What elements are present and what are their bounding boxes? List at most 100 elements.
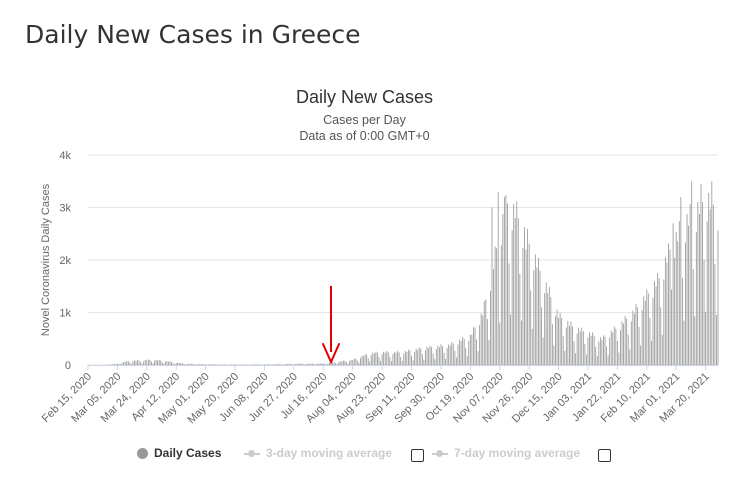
bar <box>691 181 693 365</box>
bar <box>308 363 310 365</box>
bar <box>372 352 374 365</box>
bar <box>610 330 612 365</box>
bar <box>407 349 409 365</box>
bar <box>657 272 659 365</box>
legend-7-day-average[interactable]: 7-day moving average <box>432 446 580 460</box>
bar <box>171 361 173 365</box>
bar <box>181 363 183 365</box>
bar <box>425 350 426 365</box>
bar <box>516 201 518 365</box>
bar <box>112 364 114 365</box>
bar <box>606 346 607 365</box>
bar <box>220 364 222 365</box>
checkbox-7-day-average[interactable] <box>598 449 611 462</box>
bar <box>143 360 145 365</box>
bar <box>483 300 485 365</box>
bar <box>677 241 679 365</box>
bar <box>274 364 276 365</box>
bar <box>635 304 637 365</box>
bar <box>576 333 578 365</box>
bar <box>607 355 609 365</box>
bar <box>666 262 668 365</box>
bar <box>692 268 694 365</box>
bar <box>321 363 323 365</box>
bar <box>398 352 400 365</box>
legend-dot-icon <box>137 447 148 459</box>
bar <box>534 254 536 365</box>
bar <box>514 218 516 365</box>
bar <box>641 310 643 365</box>
bar <box>567 320 569 365</box>
bar <box>268 364 270 365</box>
bar <box>363 356 364 365</box>
bar <box>375 351 377 365</box>
legend-label: 3-day moving average <box>266 446 393 460</box>
bar <box>497 191 499 365</box>
bar <box>536 267 538 365</box>
bar <box>432 353 434 365</box>
bar <box>663 279 665 365</box>
bar <box>126 361 128 365</box>
bar <box>360 358 361 365</box>
bar <box>378 357 380 365</box>
bar <box>180 362 182 365</box>
bar <box>640 345 642 365</box>
bar <box>192 363 194 365</box>
y-tick-label: 3k <box>59 203 71 215</box>
bar <box>199 364 200 365</box>
bar <box>256 364 258 365</box>
bar <box>387 352 389 365</box>
bar <box>420 348 422 365</box>
bar <box>469 334 471 365</box>
bar <box>325 364 327 365</box>
bar <box>336 363 338 365</box>
bar <box>327 363 329 365</box>
bar <box>505 194 507 365</box>
bar <box>525 249 527 365</box>
legend-3-day-average[interactable]: 3-day moving average <box>244 446 392 460</box>
bar <box>287 364 289 365</box>
bar <box>353 358 355 365</box>
bar <box>708 192 710 365</box>
checkbox-3-day-average[interactable] <box>411 449 424 462</box>
bar <box>383 351 385 365</box>
bar <box>121 362 123 365</box>
bar <box>449 345 451 365</box>
bar <box>273 364 275 365</box>
bar <box>508 263 510 365</box>
bar <box>414 351 416 365</box>
bar <box>499 322 501 365</box>
bar <box>669 249 671 365</box>
y-tick-label: 0 <box>65 360 71 372</box>
bar <box>429 345 431 365</box>
bar <box>191 363 193 365</box>
bar <box>168 361 169 365</box>
bar <box>364 354 366 365</box>
bar <box>678 221 680 365</box>
bar <box>158 359 160 365</box>
bar <box>522 247 524 365</box>
bar <box>141 363 143 365</box>
bar <box>542 337 544 365</box>
bar <box>531 328 533 365</box>
bar <box>466 356 468 365</box>
bar <box>603 335 604 365</box>
bar <box>172 363 174 365</box>
bar <box>445 358 446 365</box>
bar <box>403 353 405 365</box>
bar <box>457 344 459 365</box>
bar <box>157 360 159 365</box>
bar <box>384 352 386 365</box>
bar <box>660 307 662 365</box>
bar <box>493 269 494 365</box>
x-tick-label: Feb 15, 2020 <box>40 371 94 425</box>
bar <box>161 362 163 365</box>
bar <box>709 209 711 365</box>
bar <box>533 270 535 365</box>
bar <box>120 364 121 365</box>
bar <box>568 325 570 365</box>
bar <box>178 363 180 365</box>
y-tick-label: 4k <box>59 150 71 162</box>
bar <box>264 364 265 365</box>
legend-daily-cases[interactable]: Daily Cases <box>137 446 221 460</box>
